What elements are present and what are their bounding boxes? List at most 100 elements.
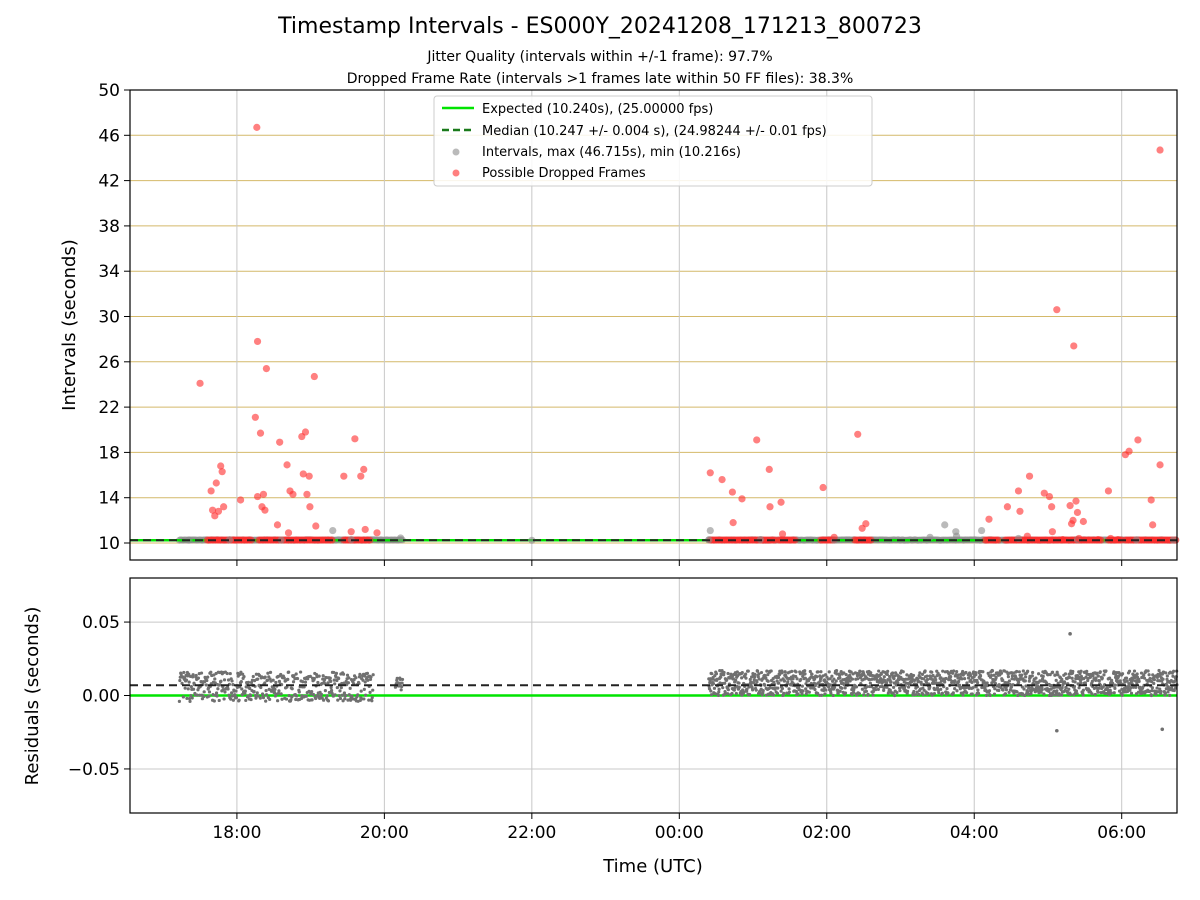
- residual-point: [913, 693, 918, 697]
- dropped-frame-point: [1023, 532, 1031, 540]
- dropped-frame-point: [236, 496, 245, 504]
- residual-point: [892, 685, 896, 689]
- residual-point: [723, 681, 727, 685]
- residual-point: [916, 677, 920, 681]
- residual-point: [1135, 672, 1139, 676]
- residual-point: [827, 670, 831, 674]
- residual-point: [840, 686, 844, 690]
- residual-point: [732, 688, 736, 692]
- residual-point: [222, 678, 227, 682]
- residual-point: [199, 671, 204, 675]
- residual-point: [329, 679, 333, 683]
- residual-point: [1137, 679, 1141, 683]
- dropped-frame-point: [1072, 497, 1080, 505]
- dropped-frame-point: [718, 475, 726, 484]
- residual-point: [1040, 687, 1044, 692]
- residual-point: [354, 676, 358, 680]
- residual-point: [844, 673, 848, 677]
- residual-point: [189, 685, 193, 689]
- dropped-frame-point: [1069, 516, 1077, 524]
- dropped-frame-point: [728, 488, 736, 496]
- residual-point: [1135, 681, 1139, 685]
- residual-point: [183, 686, 187, 690]
- residual-point: [350, 694, 354, 698]
- residual-point: [182, 670, 186, 675]
- dropped-frame-point: [253, 492, 262, 501]
- dropped-frame-point: [303, 490, 311, 498]
- residual-point: [214, 691, 219, 695]
- residual-point: [848, 679, 852, 683]
- residual-point: [1042, 692, 1046, 696]
- residual-point: [953, 687, 957, 691]
- residual-point: [1157, 679, 1161, 683]
- residual-point: [310, 698, 314, 702]
- residual-point: [303, 680, 308, 684]
- residual-point: [1007, 679, 1012, 683]
- residual-point: [191, 673, 195, 677]
- residual-point: [1041, 674, 1045, 678]
- residual-point: [975, 680, 980, 685]
- residual-point: [769, 669, 773, 673]
- residual-point: [992, 673, 996, 677]
- interval-point: [528, 536, 536, 544]
- residual-point: [202, 694, 206, 699]
- residual-point: [971, 686, 975, 690]
- residual-point: [828, 677, 832, 681]
- residual-point: [1091, 674, 1095, 678]
- residual-point: [801, 689, 805, 693]
- residual-point: [719, 675, 723, 679]
- residual-point: [240, 693, 244, 697]
- residual-point: [862, 693, 866, 697]
- dropped-frame-point: [1014, 487, 1023, 495]
- residual-point: [346, 681, 350, 685]
- residual-point: [1172, 688, 1176, 693]
- residual-point: [226, 678, 231, 682]
- dropped-frame-point: [208, 506, 217, 514]
- residual-point: [782, 679, 787, 683]
- residual-point: [264, 688, 268, 693]
- residual-point: [843, 691, 848, 695]
- residual-point: [338, 696, 343, 701]
- residual-point: [1015, 690, 1019, 694]
- residual-point: [939, 676, 943, 680]
- residual-point: [277, 689, 281, 693]
- residual-point: [1020, 673, 1024, 677]
- x-tick-label: 22:00: [507, 823, 556, 843]
- residual-point: [1027, 686, 1031, 690]
- legend-intervals-swatch: [452, 148, 460, 156]
- residual-point: [951, 691, 955, 695]
- residual-point: [295, 694, 299, 698]
- residual-point: [187, 696, 192, 701]
- residual-point: [937, 691, 941, 695]
- residual-point: [709, 689, 713, 693]
- residual-point: [930, 670, 934, 674]
- residual-point: [263, 681, 267, 685]
- residual-point: [1168, 693, 1172, 697]
- dropped-frame-rate-subtitle: Dropped Frame Rate (intervals >1 frames …: [346, 71, 854, 87]
- residual-point: [363, 674, 367, 678]
- residual-point: [776, 675, 781, 680]
- residual-point: [287, 694, 291, 698]
- dropped-frame-point: [196, 379, 204, 387]
- bottom-y-axis-label: Residuals (seconds): [22, 607, 43, 786]
- y-tick-label: 0.05: [82, 613, 120, 633]
- residual-point: [1021, 669, 1025, 673]
- residual-point: [752, 675, 757, 679]
- residual-point: [1113, 686, 1117, 690]
- residual-point: [347, 693, 351, 697]
- dropped-frame-point: [357, 472, 365, 480]
- residual-point: [209, 670, 213, 674]
- residual-point: [230, 691, 234, 695]
- residual-point: [216, 687, 220, 691]
- dropped-frame-point: [1003, 503, 1012, 511]
- interval-point: [225, 536, 234, 544]
- residual-point: [251, 674, 255, 679]
- residual-point: [342, 681, 346, 685]
- dropped-frame-point: [1149, 521, 1157, 529]
- residual-point: [183, 676, 187, 680]
- residual-point: [775, 691, 780, 696]
- residual-point: [292, 674, 296, 678]
- residual-point: [1006, 675, 1011, 679]
- residual-point: [178, 678, 182, 683]
- residual-point: [987, 689, 992, 693]
